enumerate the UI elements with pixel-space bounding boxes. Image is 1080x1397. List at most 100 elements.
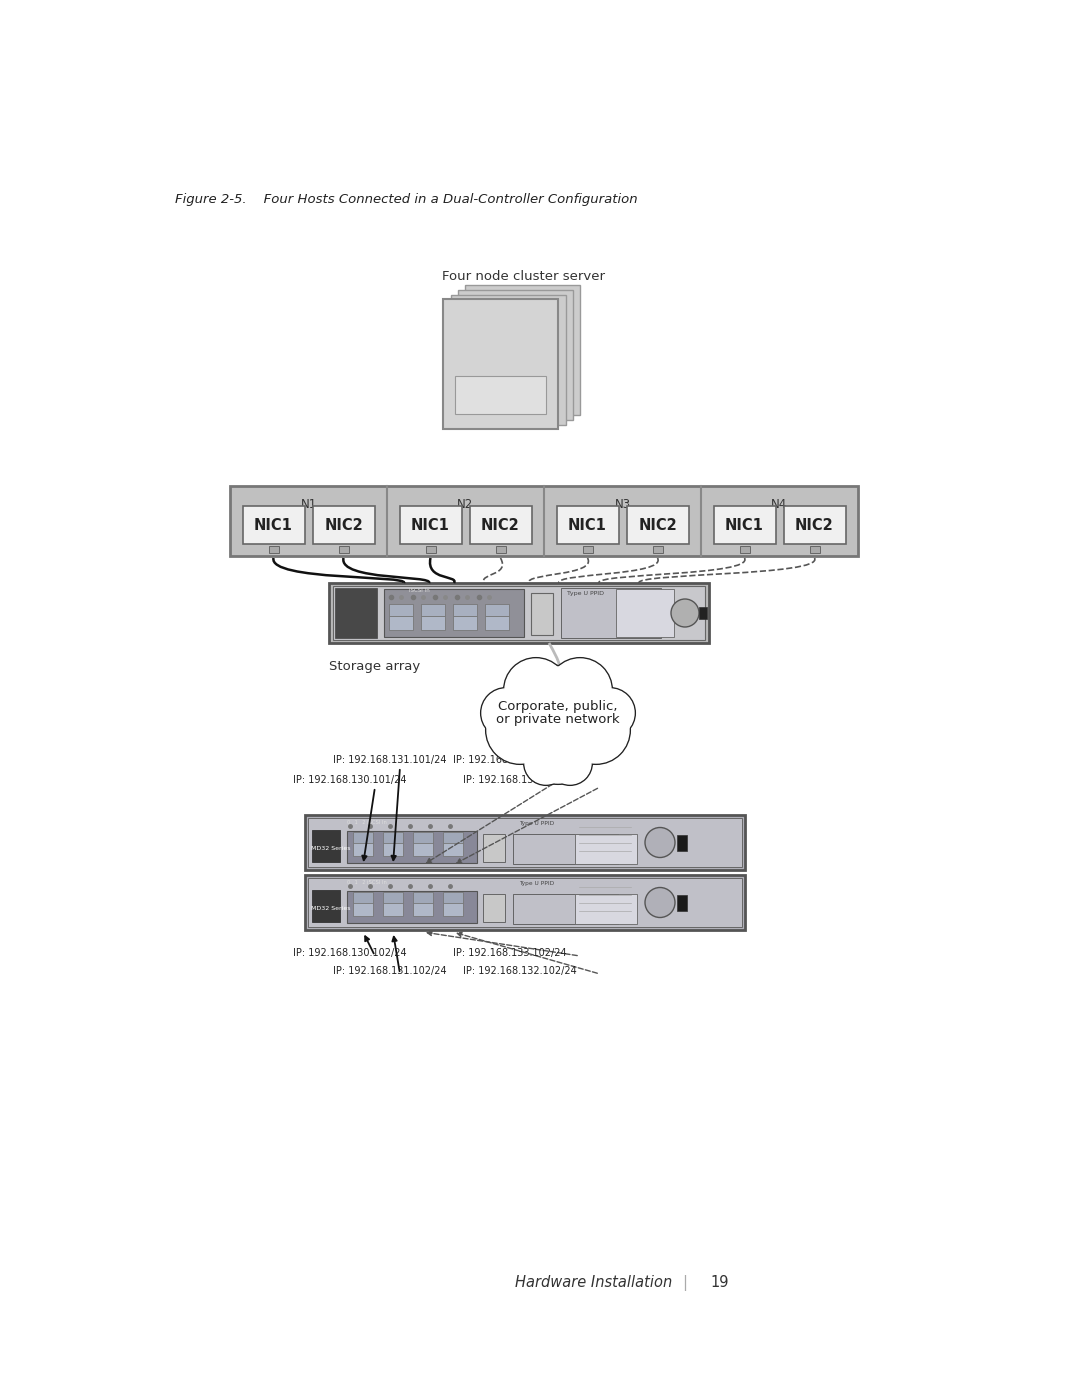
Text: or private network: or private network [496, 712, 620, 726]
Circle shape [563, 697, 629, 763]
Circle shape [524, 740, 568, 785]
FancyBboxPatch shape [308, 877, 742, 928]
FancyBboxPatch shape [496, 546, 505, 553]
Text: Storage array: Storage array [329, 659, 420, 673]
FancyBboxPatch shape [451, 295, 566, 425]
Text: MD32 Series: MD32 Series [311, 845, 351, 851]
Text: 0   1   2: 0 1 2 [347, 820, 365, 824]
FancyBboxPatch shape [389, 604, 413, 616]
FancyBboxPatch shape [383, 902, 403, 916]
Text: NIC1: NIC1 [411, 517, 450, 532]
FancyBboxPatch shape [230, 486, 858, 556]
FancyBboxPatch shape [677, 894, 687, 911]
Circle shape [531, 729, 585, 782]
Text: N2: N2 [457, 497, 474, 511]
Circle shape [486, 696, 554, 764]
Circle shape [507, 666, 609, 768]
Text: Hardware Installation: Hardware Installation [515, 1275, 672, 1289]
Text: IP: 192.168.131.102/24: IP: 192.168.131.102/24 [333, 965, 447, 977]
FancyBboxPatch shape [421, 616, 445, 630]
Circle shape [530, 728, 586, 784]
Text: NIC1: NIC1 [725, 517, 764, 532]
Circle shape [481, 687, 531, 738]
Text: IP: 192.168.130.102/24: IP: 192.168.130.102/24 [293, 949, 407, 958]
Circle shape [505, 659, 567, 721]
FancyBboxPatch shape [531, 592, 553, 636]
Text: IP: 192.168.133.102/24: IP: 192.168.133.102/24 [453, 949, 567, 958]
FancyBboxPatch shape [305, 814, 745, 870]
FancyBboxPatch shape [308, 819, 742, 868]
Text: MD32 Series: MD32 Series [311, 905, 351, 911]
Text: NIC2: NIC2 [481, 517, 519, 532]
FancyBboxPatch shape [347, 891, 477, 923]
FancyBboxPatch shape [556, 506, 619, 543]
Circle shape [645, 887, 675, 918]
FancyBboxPatch shape [483, 894, 505, 922]
FancyBboxPatch shape [421, 604, 445, 616]
Text: Type U PPID: Type U PPID [519, 821, 554, 827]
Text: 19: 19 [710, 1275, 729, 1289]
FancyBboxPatch shape [384, 590, 524, 637]
FancyBboxPatch shape [305, 875, 745, 930]
Text: IP: 192.168.133.101/24: IP: 192.168.133.101/24 [463, 775, 577, 785]
Text: NIC1: NIC1 [568, 517, 607, 532]
FancyBboxPatch shape [575, 834, 637, 863]
Circle shape [549, 742, 591, 784]
Text: IP: 192.168.130.101/24: IP: 192.168.130.101/24 [293, 775, 406, 785]
Text: NIC1: NIC1 [254, 517, 293, 532]
Text: N4: N4 [771, 497, 787, 511]
FancyBboxPatch shape [783, 506, 846, 543]
Circle shape [645, 827, 675, 858]
FancyBboxPatch shape [626, 506, 689, 543]
Circle shape [562, 696, 630, 764]
FancyBboxPatch shape [329, 583, 708, 643]
FancyBboxPatch shape [810, 546, 820, 553]
Text: N1: N1 [300, 497, 316, 511]
Text: NIC2: NIC2 [324, 517, 363, 532]
FancyBboxPatch shape [335, 588, 377, 638]
FancyBboxPatch shape [513, 894, 618, 923]
FancyBboxPatch shape [465, 285, 580, 415]
FancyBboxPatch shape [426, 546, 435, 553]
FancyBboxPatch shape [269, 546, 279, 553]
FancyBboxPatch shape [513, 834, 618, 863]
FancyBboxPatch shape [443, 893, 463, 902]
FancyBboxPatch shape [485, 616, 509, 630]
Circle shape [507, 666, 610, 770]
FancyBboxPatch shape [455, 376, 546, 414]
FancyBboxPatch shape [353, 842, 373, 856]
FancyBboxPatch shape [453, 616, 477, 630]
FancyBboxPatch shape [353, 902, 373, 916]
FancyBboxPatch shape [389, 616, 413, 630]
FancyBboxPatch shape [677, 834, 687, 851]
FancyBboxPatch shape [400, 506, 461, 543]
FancyBboxPatch shape [312, 890, 340, 922]
FancyBboxPatch shape [714, 506, 775, 543]
Text: NIC2: NIC2 [795, 517, 834, 532]
Circle shape [487, 697, 553, 763]
FancyBboxPatch shape [575, 894, 637, 923]
Circle shape [549, 659, 611, 721]
FancyBboxPatch shape [740, 546, 750, 553]
FancyBboxPatch shape [243, 506, 305, 543]
Text: Type U PPID: Type U PPID [567, 591, 604, 595]
Circle shape [504, 658, 568, 722]
FancyBboxPatch shape [561, 588, 661, 638]
Circle shape [525, 742, 567, 784]
Text: NIC2: NIC2 [638, 517, 677, 532]
Text: IP: 192.168.132.102/24: IP: 192.168.132.102/24 [463, 965, 577, 977]
FancyBboxPatch shape [383, 833, 403, 842]
Text: 0   1   2: 0 1 2 [347, 880, 365, 884]
Text: IP: 192.168.132.101/24: IP: 192.168.132.101/24 [453, 754, 567, 766]
Text: iSCSI In: iSCSI In [367, 820, 387, 824]
FancyBboxPatch shape [485, 604, 509, 616]
Text: Type U PPID: Type U PPID [519, 882, 554, 887]
FancyBboxPatch shape [413, 893, 433, 902]
Circle shape [548, 740, 592, 785]
Text: N3: N3 [615, 497, 631, 511]
FancyBboxPatch shape [458, 291, 573, 420]
FancyBboxPatch shape [333, 585, 705, 640]
FancyBboxPatch shape [699, 608, 707, 619]
Text: Figure 2-5.    Four Hosts Connected in a Dual-Controller Configuration: Figure 2-5. Four Hosts Connected in a Du… [175, 193, 637, 205]
FancyBboxPatch shape [312, 506, 375, 543]
